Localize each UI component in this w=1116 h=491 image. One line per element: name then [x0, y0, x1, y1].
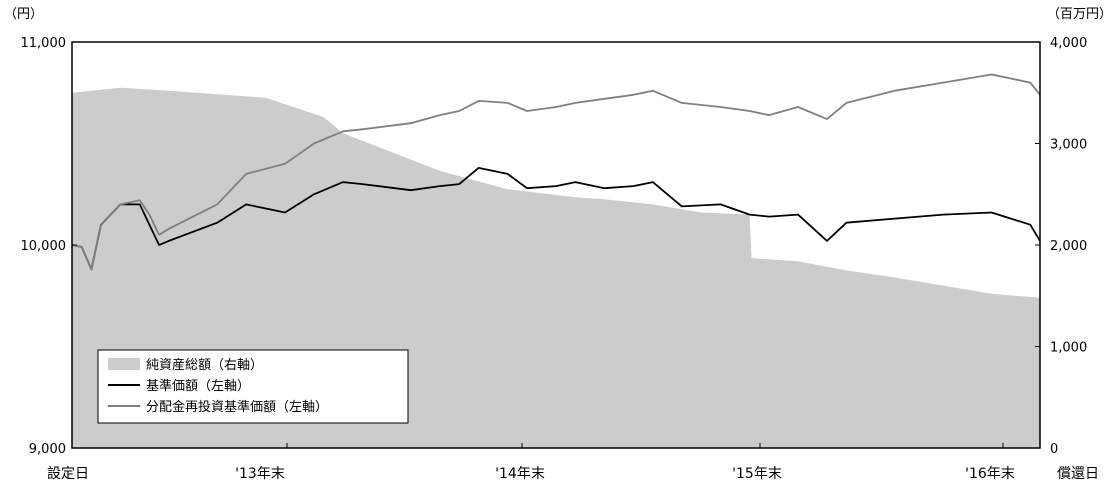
series-point-2-18	[478, 100, 480, 102]
series-point-2-32	[845, 102, 848, 104]
legend-label-nav: 基準価額（左軸）	[146, 378, 250, 394]
series-point-1-7	[158, 244, 160, 246]
series-point-1-16	[439, 185, 441, 187]
series-point-1-18	[478, 167, 480, 169]
series-point-1-9	[216, 222, 218, 224]
right-tick-label-0: 0	[1050, 442, 1058, 457]
series-point-1-12	[313, 193, 315, 195]
x-axis-label-4: '16年末	[965, 466, 1015, 482]
label-layer: 9,000 10,000 11,000 0 1,000 2,000 3,000 4,000 （円…	[4, 7, 1112, 482]
series-line-2	[71, 73, 1041, 271]
series-point-1-6	[148, 224, 150, 226]
series-point-2-25	[652, 90, 654, 92]
series-point-2-14	[361, 128, 363, 130]
series-point-2-7	[158, 234, 160, 236]
series-point-2-21	[555, 106, 557, 108]
series-point-2-4	[119, 203, 121, 205]
line-layer	[71, 73, 1041, 271]
series-point-2-11	[284, 163, 286, 165]
series-point-2-17	[458, 110, 460, 112]
series-point-1-34	[942, 214, 944, 216]
series-point-1-19	[507, 173, 509, 175]
series-point-1-29	[768, 216, 770, 218]
x-axis-label-5: 償還日	[1057, 466, 1099, 482]
series-point-1-27	[720, 203, 722, 205]
series-point-1-28	[749, 214, 751, 216]
series-point-2-20	[526, 110, 528, 112]
right-tick-label-1: 1,000	[1050, 341, 1087, 356]
right-tick-label-2: 2,000	[1050, 239, 1087, 254]
right-axis-unit: （百万円）	[1047, 7, 1112, 22]
series-point-1-14	[361, 183, 363, 185]
series-point-2-36	[1029, 82, 1031, 84]
legend-label-net-assets: 純資産総額（右軸）	[146, 357, 263, 373]
right-tick-label-3: 3,000	[1050, 138, 1087, 153]
series-point-2-31	[826, 118, 828, 120]
right-tick-label-4: 4,000	[1050, 36, 1087, 51]
series-point-1-23	[603, 187, 606, 189]
series-point-2-33	[894, 90, 896, 92]
x-axis-label-3: '15年末	[732, 466, 782, 482]
series-point-1-10	[245, 203, 247, 205]
series-point-2-10	[245, 173, 247, 175]
series-point-2-23	[603, 98, 606, 100]
series-point-1-15	[410, 189, 412, 191]
series-point-2-27	[720, 106, 722, 108]
series-point-2-15	[410, 122, 412, 124]
series-point-2-13	[342, 130, 344, 132]
series-point-2-29	[768, 114, 770, 116]
series-point-1-24	[632, 185, 635, 187]
series-point-2-22	[574, 102, 577, 104]
series-point-1-22	[574, 181, 577, 183]
series-point-2-19	[507, 102, 509, 104]
series-point-1-30	[797, 214, 799, 216]
left-tick-label-0: 9,000	[29, 442, 66, 457]
series-point-2-24	[632, 94, 635, 96]
series-point-2-2	[90, 268, 92, 270]
series-point-1-25	[652, 181, 654, 183]
series-point-2-30	[797, 106, 799, 108]
legend-swatch-net-assets	[108, 358, 140, 370]
series-point-1-21	[555, 185, 557, 187]
legend: 純資産総額（右軸） 基準価額（左軸） 分配金再投資基準価額（左軸）	[97, 349, 409, 424]
series-point-1-13	[342, 181, 344, 183]
legend-box	[97, 349, 409, 424]
left-axis-unit: （円）	[4, 7, 43, 22]
x-axis-label-2: '14年末	[495, 466, 545, 482]
series-point-2-26	[681, 102, 683, 104]
series-point-1-35	[991, 211, 993, 214]
series-point-1-26	[681, 205, 683, 207]
series-point-1-8	[168, 240, 170, 242]
series-point-2-16	[439, 114, 441, 116]
series-point-2-9	[216, 203, 218, 205]
series-point-2-8	[168, 228, 170, 230]
x-axis-label-1: '13年末	[235, 466, 285, 482]
legend-label-reinvested-nav: 分配金再投資基準価額（左軸）	[146, 399, 328, 415]
series-point-1-11	[284, 211, 286, 214]
series-point-2-6	[148, 214, 150, 216]
series-point-1-5	[139, 203, 141, 205]
series-point-2-35	[991, 73, 993, 76]
left-tick-label-2: 11,000	[21, 36, 67, 51]
left-tick-label-1: 10,000	[21, 239, 67, 254]
series-point-2-28	[749, 110, 751, 112]
series-point-1-33	[894, 218, 896, 220]
series-line-1	[71, 166, 1041, 271]
series-point-1-31	[826, 240, 828, 242]
series-point-1-17	[458, 183, 460, 185]
series-point-1-32	[845, 222, 848, 224]
series-point-2-34	[942, 82, 944, 84]
series-point-2-3	[100, 224, 102, 226]
series-point-2-12	[313, 142, 315, 145]
series-point-1-20	[526, 187, 528, 189]
series-point-1-36	[1029, 224, 1031, 226]
tick-layer	[72, 41, 1040, 449]
x-axis-label-0: 設定日	[47, 466, 89, 482]
series-point-2-1	[81, 246, 83, 248]
series-point-2-5	[139, 199, 141, 201]
